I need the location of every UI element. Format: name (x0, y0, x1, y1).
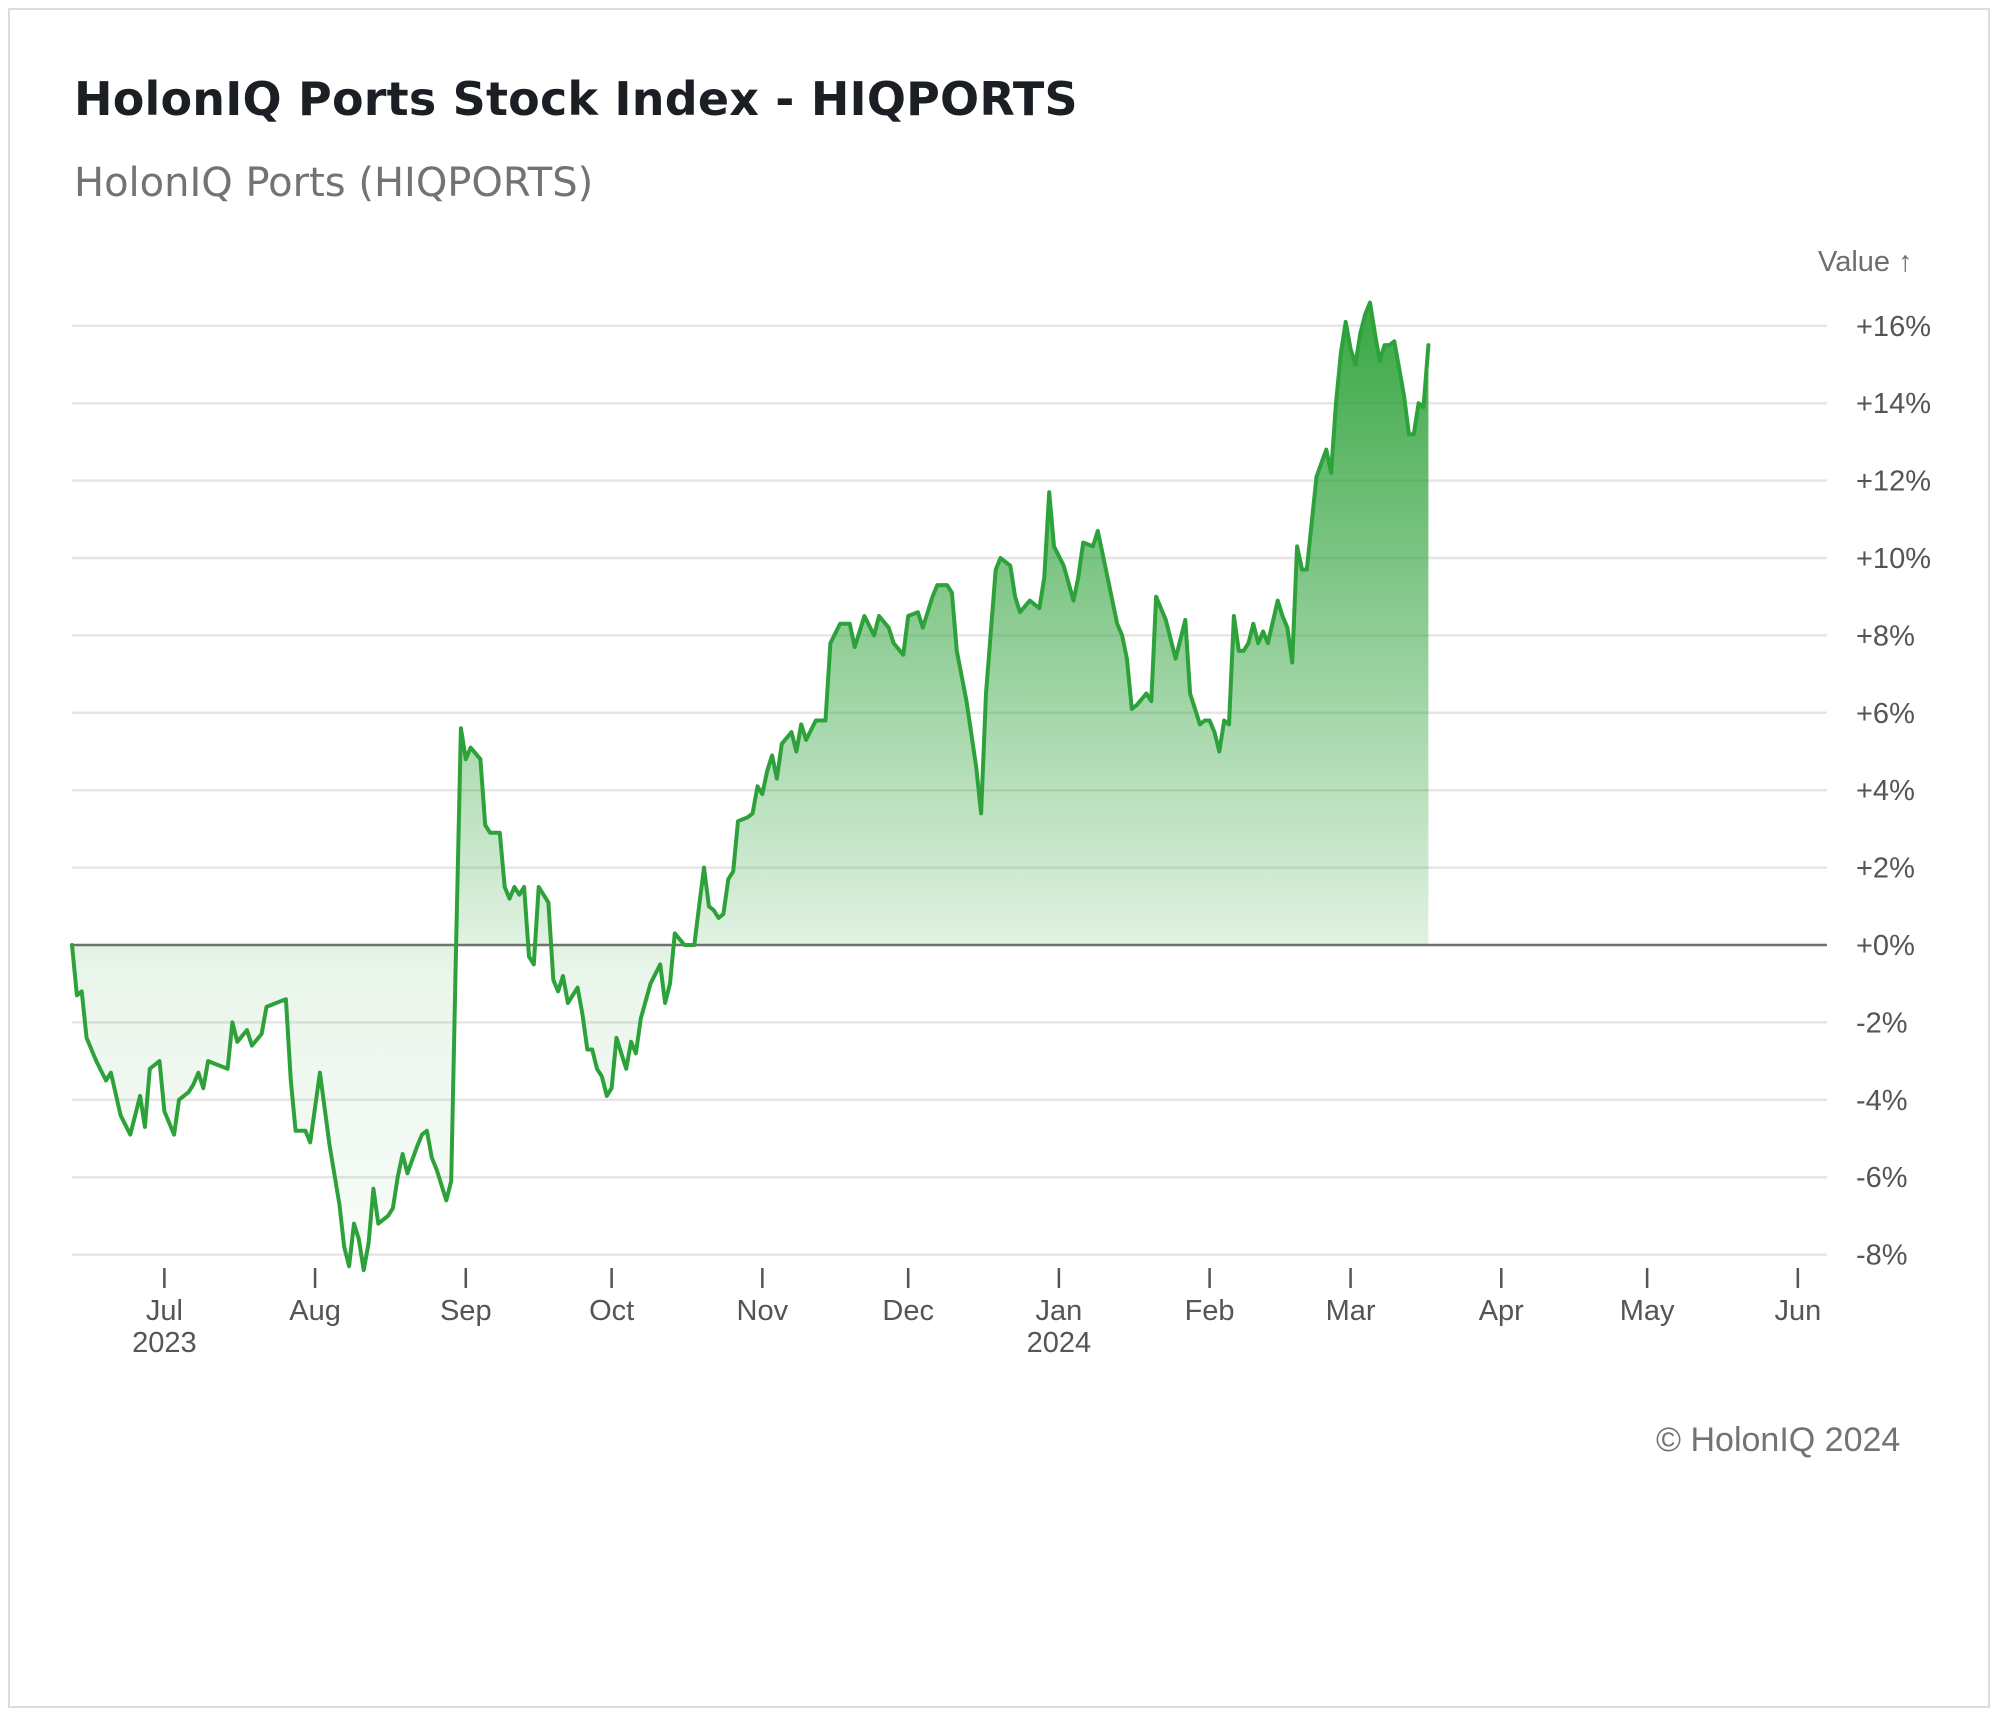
y-tick-label: +2% (1856, 853, 1915, 885)
line-layer (70, 300, 1431, 1273)
x-tick-label: May (1620, 1295, 1675, 1327)
y-tick-label: -6% (1856, 1162, 1908, 1194)
chart-subtitle: HolonIQ Ports (HIQPORTS) (74, 160, 594, 206)
x-tick-year-label: 2024 (1027, 1327, 1092, 1359)
x-tick-year-label: 2023 (132, 1327, 197, 1359)
x-tick-label: Oct (589, 1295, 634, 1327)
x-tick-label: Mar (1326, 1295, 1376, 1327)
y-tick-label: +4% (1856, 775, 1915, 807)
series-area (72, 302, 1429, 1271)
x-tick-label: Nov (737, 1295, 789, 1327)
y-tick-label: +10% (1856, 543, 1931, 575)
copyright-text: © HolonIQ 2024 (1656, 1421, 1901, 1459)
chart-title: HolonIQ Ports Stock Index - HIQPORTS (74, 72, 1078, 126)
x-tick-label: Sep (440, 1295, 492, 1327)
y-tick-label: +6% (1856, 698, 1915, 730)
x-tick-label: Jun (1774, 1295, 1821, 1327)
y-tick-label: +8% (1856, 620, 1915, 652)
y-tick-label: +0% (1856, 930, 1915, 962)
y-tick-label: +14% (1856, 388, 1931, 420)
y-tick-label: -4% (1856, 1085, 1908, 1117)
y-tick-label: +12% (1856, 466, 1931, 498)
y-axis-label: Value ↑ (1818, 246, 1913, 278)
y-tick-label: -8% (1856, 1240, 1908, 1272)
y-tick-label: +16% (1856, 311, 1931, 343)
y-axis: +16% +14% +12% +10% +8% +6% +4% +2% +0% -2% -4% -6%… (1856, 311, 1931, 1272)
x-tick-label: Feb (1185, 1295, 1235, 1327)
series-line (70, 300, 1431, 1273)
x-tick-label: Aug (289, 1295, 341, 1327)
x-tick-label: Dec (882, 1295, 934, 1327)
x-tick-label: Jan (1036, 1295, 1083, 1327)
x-tick-label: Apr (1479, 1295, 1524, 1327)
x-tick-label: Jul (146, 1295, 183, 1327)
area-layer (72, 302, 1429, 1271)
y-tick-label: -2% (1856, 1007, 1908, 1039)
